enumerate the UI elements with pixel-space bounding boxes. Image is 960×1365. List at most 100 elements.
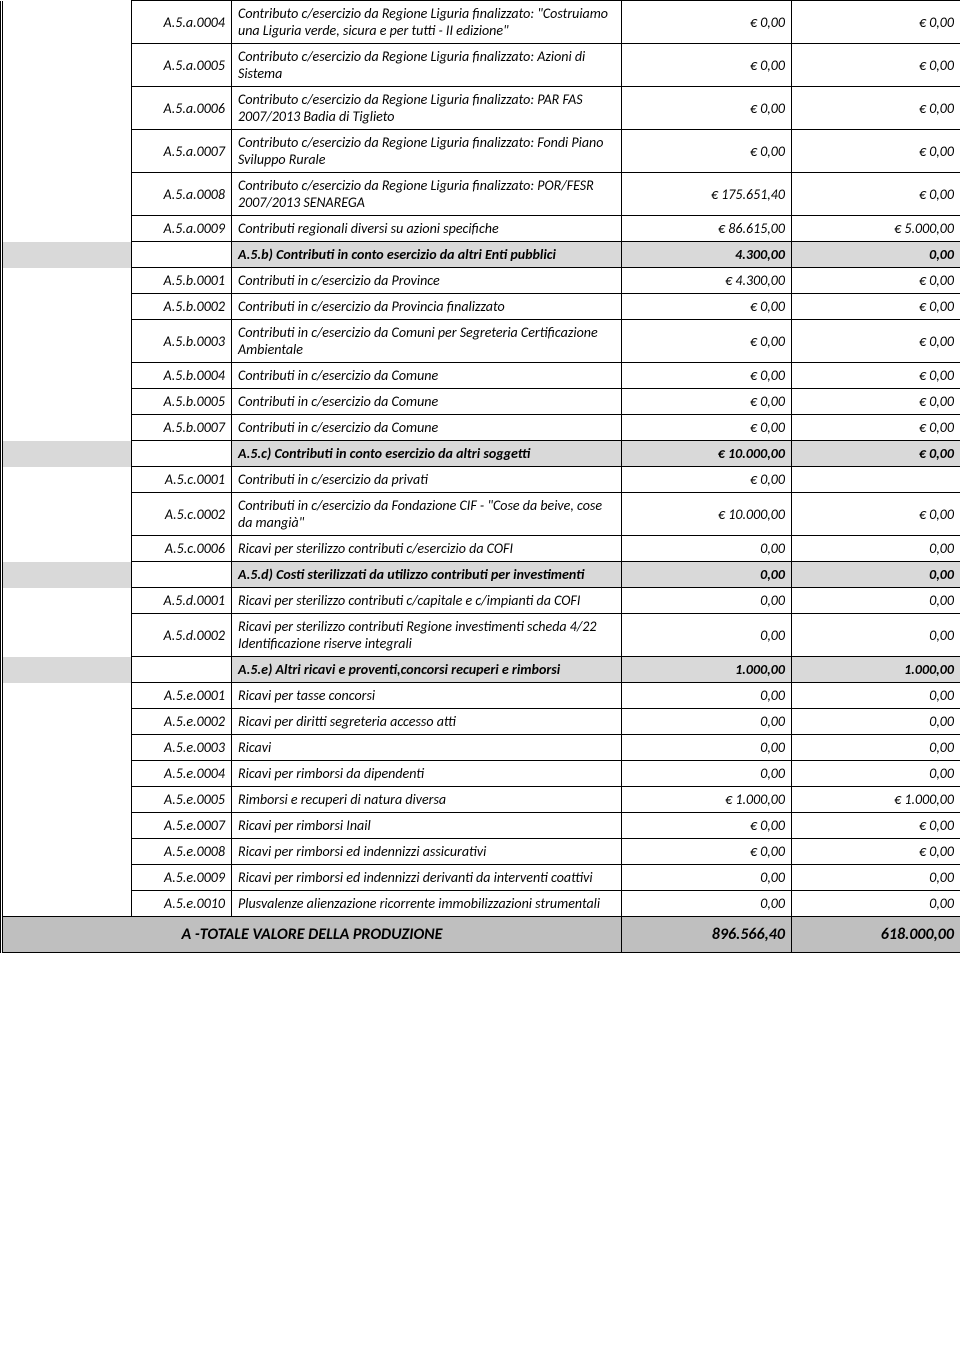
table-row: A.5.e.0005Rimborsi e recuperi di natura … [2, 787, 960, 813]
row-desc: Ricavi per rimborsi ed indennizzi deriva… [232, 865, 622, 891]
table-row: A.5.b.0003Contributi in c/esercizio da C… [2, 320, 960, 363]
row-value-1: € 0,00 [622, 415, 792, 441]
row-value-1: € 0,00 [622, 1, 792, 44]
row-value-1: € 86.615,00 [622, 216, 792, 242]
table-row: A.5.c.0002Contributi in c/esercizio da F… [2, 493, 960, 536]
row-value-1: 0,00 [622, 536, 792, 562]
row-code [132, 562, 232, 588]
row-value-2: € 0,00 [792, 268, 960, 294]
row-value-2: € 0,00 [792, 363, 960, 389]
row-code: A.5.b.0004 [132, 363, 232, 389]
row-value-1: € 0,00 [622, 87, 792, 130]
row-desc: Contributi in c/esercizio da Comuni per … [232, 320, 622, 363]
row-value-2: € 0,00 [792, 389, 960, 415]
subtotal-row: A.5.e) Altri ricavi e proventi,concorsi … [2, 657, 960, 683]
row-value-2: € 0,00 [792, 415, 960, 441]
row-value-1: 0,00 [622, 709, 792, 735]
row-desc: Ricavi per sterilizzo contributi Regione… [232, 614, 622, 657]
row-value-1: € 1.000,00 [622, 787, 792, 813]
row-desc: Contributi in c/esercizio da Provincia f… [232, 294, 622, 320]
row-desc: Contributo c/esercizio da Regione Liguri… [232, 87, 622, 130]
row-desc: Contributo c/esercizio da Regione Liguri… [232, 130, 622, 173]
row-value-2: 0,00 [792, 891, 960, 917]
table-row: A.5.c.0001Contributi in c/esercizio da p… [2, 467, 960, 493]
row-desc: Ricavi per rimborsi da dipendenti [232, 761, 622, 787]
row-value-2: € 0,00 [792, 173, 960, 216]
row-code: A.5.a.0005 [132, 44, 232, 87]
table-row: A.5.e.0010Plusvalenze alienzazione ricor… [2, 891, 960, 917]
row-desc: Ricavi per diritti segreteria accesso at… [232, 709, 622, 735]
row-value-2: 0,00 [792, 536, 960, 562]
row-code [132, 242, 232, 268]
row-code: A.5.e.0001 [132, 683, 232, 709]
row-desc: Contributi in c/esercizio da Comune [232, 363, 622, 389]
row-value-2: 0,00 [792, 761, 960, 787]
row-value-2: € 5.000,00 [792, 216, 960, 242]
table-row: A.5.d.0002Ricavi per sterilizzo contribu… [2, 614, 960, 657]
row-desc: Contributi in c/esercizio da Fondazione … [232, 493, 622, 536]
row-value-1: € 0,00 [622, 320, 792, 363]
row-code: A.5.c.0006 [132, 536, 232, 562]
row-value-2: € 1.000,00 [792, 787, 960, 813]
row-desc: Contributo c/esercizio da Regione Liguri… [232, 1, 622, 44]
row-value-1: € 10.000,00 [622, 441, 792, 467]
row-code: A.5.a.0007 [132, 130, 232, 173]
subtotal-row: A.5.b) Contributi in conto esercizio da … [2, 242, 960, 268]
table-row: A.5.c.0006Ricavi per sterilizzo contribu… [2, 536, 960, 562]
row-code: A.5.d.0001 [132, 588, 232, 614]
row-value-2: 0,00 [792, 865, 960, 891]
table-row: A.5.b.0001Contributi in c/esercizio da P… [2, 268, 960, 294]
total-value-1: 896.566,40 [622, 917, 792, 953]
table-row: A.5.e.0009Ricavi per rimborsi ed indenni… [2, 865, 960, 891]
table-row: A.5.e.0001Ricavi per tasse concorsi0,000… [2, 683, 960, 709]
row-code: A.5.a.0006 [132, 87, 232, 130]
row-value-1: 0,00 [622, 588, 792, 614]
row-value-1: 0,00 [622, 865, 792, 891]
row-code: A.5.b.0003 [132, 320, 232, 363]
row-value-1: € 175.651,40 [622, 173, 792, 216]
row-code: A.5.e.0007 [132, 813, 232, 839]
row-code: A.5.b.0005 [132, 389, 232, 415]
table-row: A.5.a.0009Contributi regionali diversi s… [2, 216, 960, 242]
table-row: A.5.d.0001Ricavi per sterilizzo contribu… [2, 588, 960, 614]
table-row: A.5.e.0002Ricavi per diritti segreteria … [2, 709, 960, 735]
row-code: A.5.e.0008 [132, 839, 232, 865]
table-row: A.5.b.0004Contributi in c/esercizio da C… [2, 363, 960, 389]
row-value-2: € 0,00 [792, 44, 960, 87]
row-desc: Ricavi per rimborsi Inail [232, 813, 622, 839]
row-value-2: 0,00 [792, 242, 960, 268]
row-value-2: € 0,00 [792, 294, 960, 320]
row-value-2: € 0,00 [792, 493, 960, 536]
row-value-1: € 0,00 [622, 294, 792, 320]
row-value-1: € 0,00 [622, 813, 792, 839]
row-desc: Plusvalenze alienzazione ricorrente immo… [232, 891, 622, 917]
row-desc: A.5.b) Contributi in conto esercizio da … [232, 242, 622, 268]
row-value-2: € 0,00 [792, 813, 960, 839]
row-value-2: € 0,00 [792, 320, 960, 363]
row-desc: A.5.e) Altri ricavi e proventi,concorsi … [232, 657, 622, 683]
table-row: A.5.e.0007Ricavi per rimborsi Inail€ 0,0… [2, 813, 960, 839]
row-code: A.5.e.0002 [132, 709, 232, 735]
row-desc: A.5.d) Costi sterilizzati da utilizzo co… [232, 562, 622, 588]
row-code: A.5.a.0009 [132, 216, 232, 242]
row-desc: Contributo c/esercizio da Regione Liguri… [232, 44, 622, 87]
table-row: A.5.a.0006Contributo c/esercizio da Regi… [2, 87, 960, 130]
row-value-2: € 0,00 [792, 441, 960, 467]
row-value-2: € 0,00 [792, 87, 960, 130]
row-value-1: € 10.000,00 [622, 493, 792, 536]
row-code [132, 441, 232, 467]
total-row: A -TOTALE VALORE DELLA PRODUZIONE896.566… [2, 917, 960, 953]
row-value-1: € 4.300,00 [622, 268, 792, 294]
total-value-2: 618.000,00 [792, 917, 960, 953]
row-desc: Contributi in c/esercizio da privati [232, 467, 622, 493]
row-desc: Contributi in c/esercizio da Province [232, 268, 622, 294]
total-label: A -TOTALE VALORE DELLA PRODUZIONE [2, 917, 622, 953]
row-value-1: 1.000,00 [622, 657, 792, 683]
row-value-1: € 0,00 [622, 839, 792, 865]
row-code: A.5.b.0007 [132, 415, 232, 441]
row-code: A.5.a.0004 [132, 1, 232, 44]
row-value-2: 0,00 [792, 588, 960, 614]
table-row: A.5.a.0007Contributo c/esercizio da Regi… [2, 130, 960, 173]
row-value-1: € 0,00 [622, 389, 792, 415]
subtotal-row: A.5.d) Costi sterilizzati da utilizzo co… [2, 562, 960, 588]
